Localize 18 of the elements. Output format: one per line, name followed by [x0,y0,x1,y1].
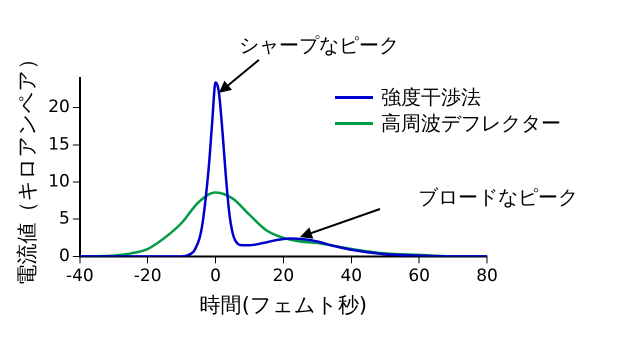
x-tick-label: -40 [66,266,94,286]
annotation: ブロードなピーク [418,185,578,210]
x-tick-label: 40 [340,266,362,286]
x-tick-label: 60 [408,266,430,286]
y-tick-label: 10 [48,171,70,192]
annotation: シャープなピーク [238,33,399,58]
legend-label: 高周波デフレクター [381,110,561,136]
x-tick-label: 20 [272,266,294,286]
legend-label: 強度干渉法 [381,84,481,110]
x-tick-label: -20 [134,266,162,286]
x-tick-label: 0 [210,266,221,286]
y-tick-label: 5 [59,208,70,229]
x-tick-label: 80 [476,266,498,286]
y-tick-label: 20 [48,97,70,118]
y-tick-label: 0 [59,246,70,266]
y-axis-title: 電流値（キロアンペア） [15,48,40,286]
y-tick-label: 15 [48,134,70,154]
x-axis-title: 時間(フェムト秒) [200,292,368,317]
